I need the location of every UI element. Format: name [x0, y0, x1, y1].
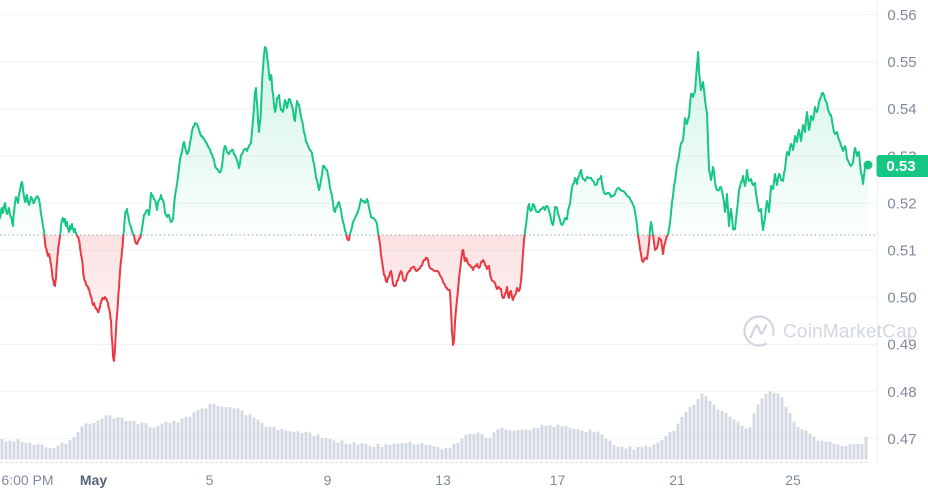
svg-text:0.56: 0.56: [887, 7, 916, 24]
svg-text:6:00 PM: 6:00 PM: [1, 472, 53, 488]
svg-text:0.53: 0.53: [886, 158, 915, 175]
svg-text:13: 13: [435, 472, 451, 488]
svg-text:5: 5: [206, 472, 214, 488]
svg-text:0.51: 0.51: [887, 243, 916, 260]
svg-text:May: May: [80, 472, 107, 488]
svg-text:17: 17: [550, 472, 566, 488]
svg-text:21: 21: [669, 472, 685, 488]
svg-text:0.55: 0.55: [887, 54, 916, 71]
svg-text:CoinMarketCap: CoinMarketCap: [783, 322, 918, 343]
svg-text:25: 25: [785, 472, 801, 488]
svg-text:0.49: 0.49: [887, 337, 916, 354]
svg-text:0.54: 0.54: [887, 101, 916, 118]
svg-text:0.47: 0.47: [887, 431, 916, 448]
svg-text:0.48: 0.48: [887, 384, 916, 401]
svg-text:0.50: 0.50: [887, 290, 916, 307]
svg-text:0.52: 0.52: [887, 195, 916, 212]
svg-text:9: 9: [324, 472, 332, 488]
